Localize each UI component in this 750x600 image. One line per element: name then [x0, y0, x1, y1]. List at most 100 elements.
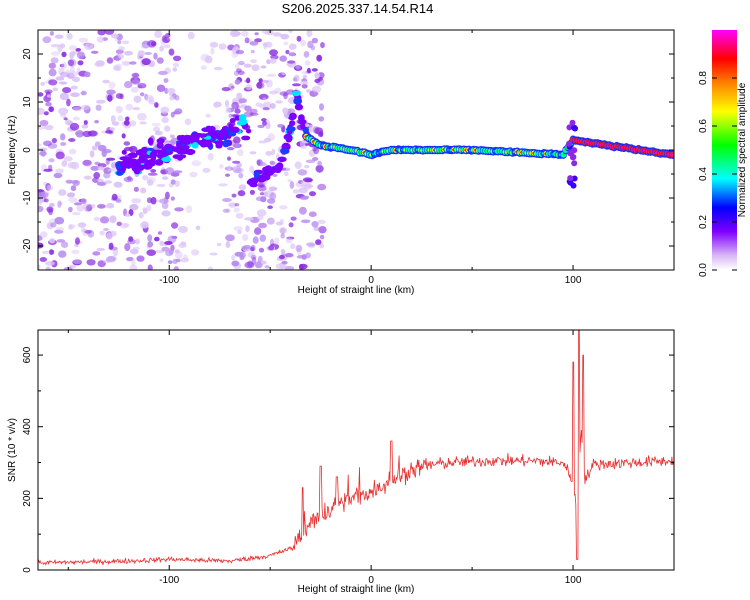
noise-blob	[109, 215, 117, 224]
snr-x-label: Height of straight line (km)	[298, 584, 415, 595]
noise-blob	[303, 51, 310, 58]
noise-blob	[69, 45, 77, 51]
noise-blob	[288, 30, 293, 34]
noise-blob	[172, 258, 178, 265]
carrier-blob	[283, 133, 293, 141]
noise-blob	[108, 81, 116, 89]
noise-blob	[244, 261, 255, 269]
noise-blob	[299, 263, 308, 270]
noise-blob	[74, 131, 83, 136]
noise-blob	[139, 121, 147, 125]
noise-blob	[68, 224, 76, 229]
noise-blob	[77, 222, 87, 228]
noise-blob	[233, 136, 241, 144]
noise-blob	[213, 101, 219, 109]
noise-blob	[174, 249, 180, 254]
noise-blob	[307, 40, 314, 49]
noise-blob	[252, 236, 259, 244]
colorbar-tick-label: 0.0	[698, 263, 709, 277]
noise-blob	[237, 61, 245, 66]
noise-blob	[61, 61, 67, 70]
noise-blob	[80, 90, 87, 96]
noise-blob	[317, 131, 324, 137]
noise-blob	[313, 226, 321, 231]
noise-blob	[285, 237, 293, 244]
colorbar-tick-label: 0.2	[698, 215, 709, 229]
noise-blob	[234, 79, 241, 85]
noise-blob	[69, 264, 76, 269]
noise-blob	[250, 49, 255, 54]
noise-blob	[292, 83, 301, 87]
noise-blob	[301, 83, 308, 89]
noise-blob	[78, 37, 89, 43]
noise-blob	[140, 187, 147, 194]
noise-blob	[255, 81, 265, 89]
noise-blob	[249, 165, 255, 173]
noise-blob	[163, 44, 171, 49]
noise-blob	[232, 160, 241, 164]
noise-blob	[284, 266, 295, 270]
noise-blob	[123, 176, 134, 183]
noise-blob	[163, 78, 169, 83]
noise-blob	[225, 173, 230, 177]
feature-blob	[567, 150, 574, 157]
y-tick-label: 20	[22, 48, 33, 60]
carrier-blob	[241, 135, 251, 141]
noise-blob	[102, 79, 110, 84]
noise-blob	[138, 211, 144, 219]
noise-blob	[97, 30, 106, 36]
noise-blob	[94, 61, 104, 67]
noise-blob	[244, 37, 250, 44]
noise-blob	[140, 92, 145, 97]
noise-blob	[59, 63, 65, 68]
noise-blob	[161, 202, 169, 210]
noise-blob	[131, 198, 142, 204]
carrier-blob	[127, 152, 138, 158]
spectrogram-y-label: Frequency (Hz)	[7, 116, 18, 185]
noise-blob	[318, 116, 325, 122]
noise-blob	[72, 106, 82, 112]
noise-blob	[96, 203, 106, 209]
noise-blob	[38, 92, 44, 97]
noise-blob	[124, 146, 134, 152]
noise-blob	[133, 95, 142, 104]
noise-blob	[40, 231, 48, 238]
noise-blob	[195, 225, 201, 231]
noise-blob	[264, 265, 270, 269]
noise-blob	[200, 65, 207, 70]
noise-blob	[221, 87, 231, 92]
noise-blob	[125, 103, 134, 111]
noise-blob	[213, 101, 222, 108]
noise-blob	[146, 176, 156, 184]
noise-blob	[72, 76, 80, 83]
noise-blob	[133, 186, 139, 192]
carrier-blob	[291, 90, 301, 97]
colorbar: 0.0 0.2 0.4 0.6 0.8 Normalized spectral ampl…	[698, 30, 748, 277]
noise-blob	[63, 117, 68, 121]
noise-blob	[38, 264, 41, 270]
noise-blob	[202, 167, 211, 173]
noise-blob	[285, 49, 290, 55]
noise-blob	[262, 107, 270, 111]
noise-blob	[309, 124, 314, 132]
noise-blob	[256, 81, 263, 89]
noise-blob	[164, 87, 169, 94]
noise-blob	[46, 184, 54, 191]
noise-blob	[44, 89, 53, 94]
noise-blob	[304, 60, 311, 66]
noise-blob	[282, 107, 289, 115]
noise-blob	[179, 257, 190, 263]
noise-blob	[110, 115, 116, 123]
noise-blob	[48, 208, 53, 216]
noise-blob	[132, 246, 141, 251]
noise-blob	[101, 149, 107, 158]
noise-blob	[317, 183, 327, 191]
noise-blob	[140, 221, 149, 229]
noise-blob	[94, 120, 99, 124]
noise-blob	[158, 70, 168, 76]
noise-blob	[106, 89, 116, 95]
noise-blob	[113, 66, 121, 71]
noise-blob	[147, 234, 153, 242]
noise-blob	[231, 260, 240, 267]
noise-blob	[280, 249, 286, 254]
